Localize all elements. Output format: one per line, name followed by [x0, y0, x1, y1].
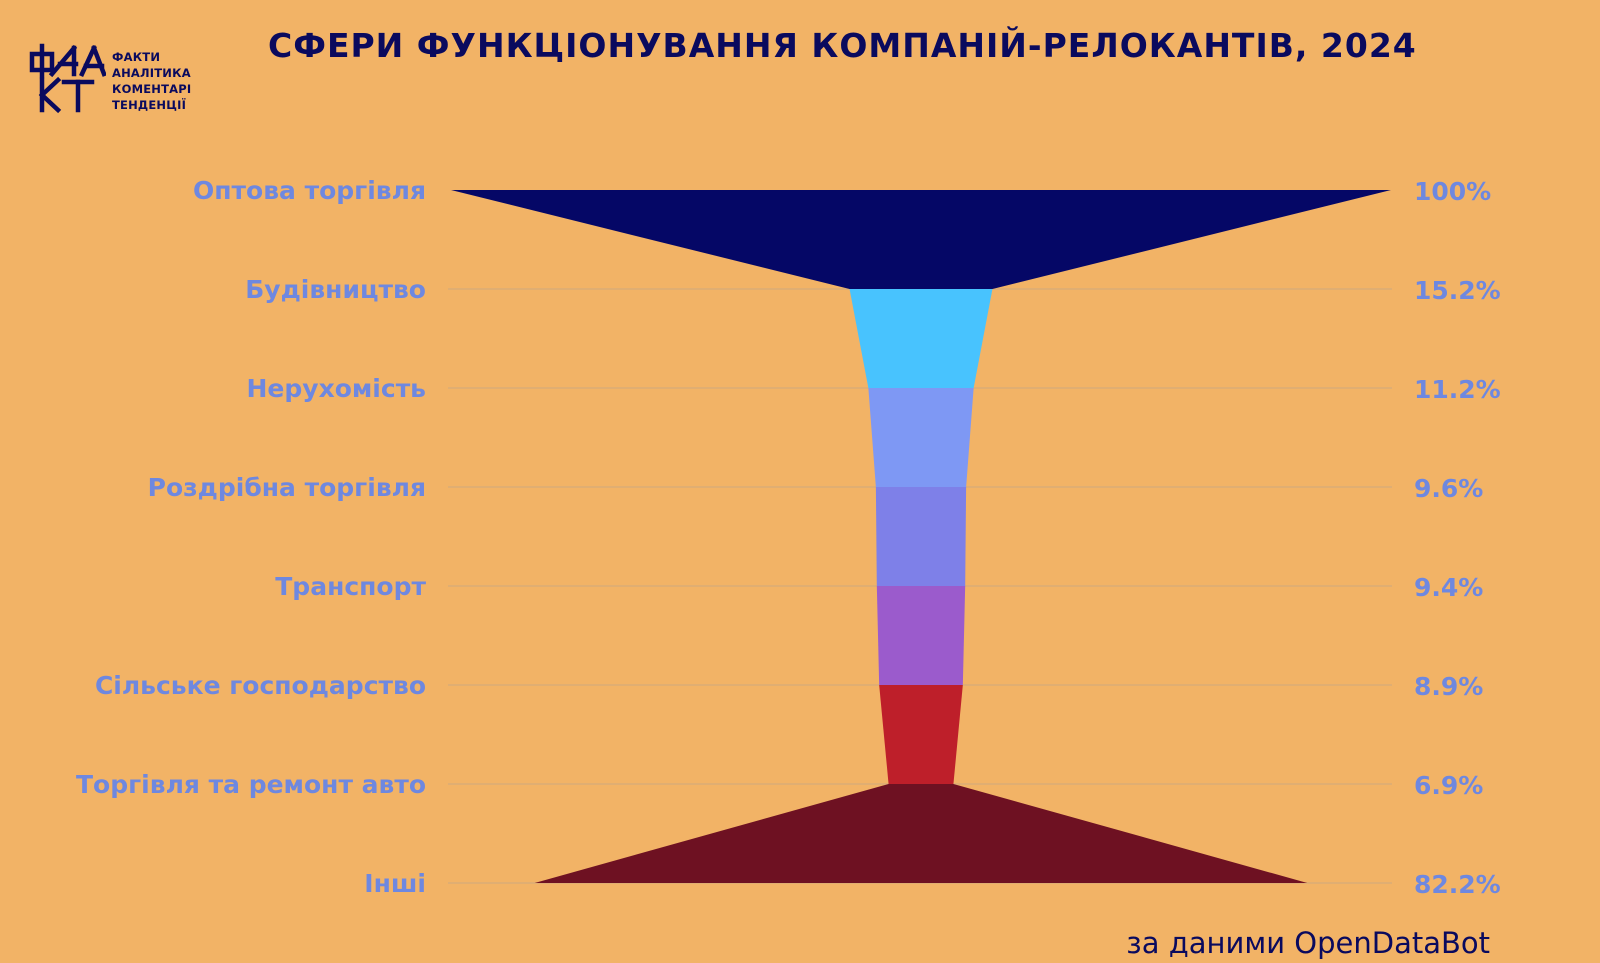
category-label: Сільське господарство — [95, 671, 426, 700]
category-label: Інші — [364, 869, 426, 898]
category-label: Торгівля та ремонт авто — [76, 770, 426, 799]
value-label: 6.9% — [1414, 771, 1483, 800]
logo-mark-icon — [29, 43, 106, 114]
funnel-segment — [879, 685, 963, 784]
value-label: 9.6% — [1414, 474, 1483, 503]
chart-title: СФЕРИ ФУНКЦІОНУВАННЯ КОМПАНІЙ-РЕЛОКАНТІВ… — [268, 26, 1417, 65]
value-label: 100% — [1414, 177, 1491, 206]
category-label: Будівництво — [245, 275, 426, 304]
logo-text: ФАКТИ АНАЛІТИКА КОМЕНТАРІ ТЕНДЕНЦІЇ — [112, 49, 191, 113]
logo-line: ТЕНДЕНЦІЇ — [112, 98, 187, 112]
funnel-segment — [534, 784, 1308, 883]
funnel-segment — [875, 487, 967, 586]
category-label: Транспорт — [275, 572, 426, 601]
value-label: 11.2% — [1414, 375, 1501, 404]
value-label: 9.4% — [1414, 573, 1483, 602]
funnel-segment — [868, 388, 974, 487]
category-label: Оптова торгівля — [193, 176, 426, 205]
category-label: Нерухомість — [247, 374, 427, 403]
value-label: 15.2% — [1414, 276, 1501, 305]
logo-line: КОМЕНТАРІ — [112, 82, 192, 96]
logo-line: АНАЛІТИКА — [112, 66, 191, 80]
logo: ФАКТИ АНАЛІТИКА КОМЕНТАРІ ТЕНДЕНЦІЇ — [26, 40, 216, 120]
funnel-segment — [849, 289, 993, 388]
value-label: 8.9% — [1414, 672, 1483, 701]
funnel-segment — [451, 190, 1391, 289]
source-note: за даними OpenDataBot — [1126, 926, 1490, 960]
logo-line: ФАКТИ — [112, 50, 161, 64]
category-label: Роздрібна торгівля — [148, 473, 426, 502]
value-label: 82.2% — [1414, 870, 1501, 899]
funnel-segment — [876, 586, 966, 685]
